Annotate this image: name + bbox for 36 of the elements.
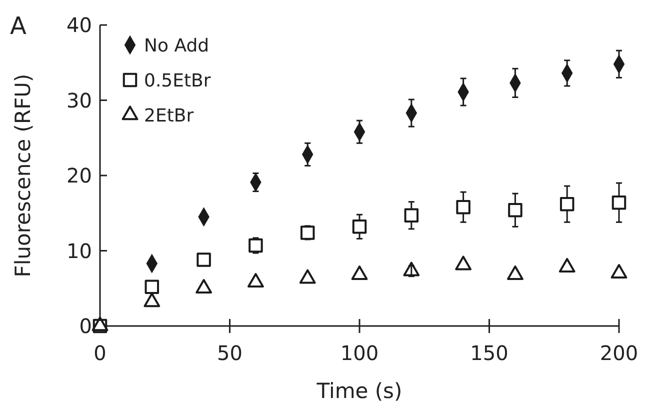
point [351,266,368,280]
x-tick-label: 0 [94,341,106,365]
point [404,208,419,223]
point [144,280,160,294]
point [610,264,628,278]
legend-label: 0.5EtBr [144,70,212,92]
point [506,266,524,280]
point [558,258,576,272]
point [508,202,522,218]
legend-label: 2EtBr [144,105,194,126]
text: A [10,12,27,40]
point [144,292,160,308]
x-axis-title: Time (s) [316,379,402,403]
point [352,220,367,234]
y-tick-label: 30 [66,88,92,112]
x-tick-label: 150 [470,341,508,365]
point [612,195,626,210]
point [196,252,211,267]
point [403,262,420,276]
point [196,279,212,294]
point [248,238,263,253]
y-tick-label: 20 [66,164,92,188]
x-tick-label: 100 [340,341,379,365]
y-tick-label: 10 [66,238,92,263]
point [456,200,470,214]
point [299,269,316,284]
point [247,273,264,288]
x-tick-label: 200 [600,341,638,365]
legend-label: No Add [144,35,210,56]
y-axis-title: Fluorescence (RFU) [11,74,35,278]
point [300,226,315,240]
point [560,196,574,212]
x-tick-label: 50 [217,341,242,365]
y-tick-label: 40 [66,13,92,37]
y-tick-label: 0 [79,314,92,338]
point [455,256,472,270]
